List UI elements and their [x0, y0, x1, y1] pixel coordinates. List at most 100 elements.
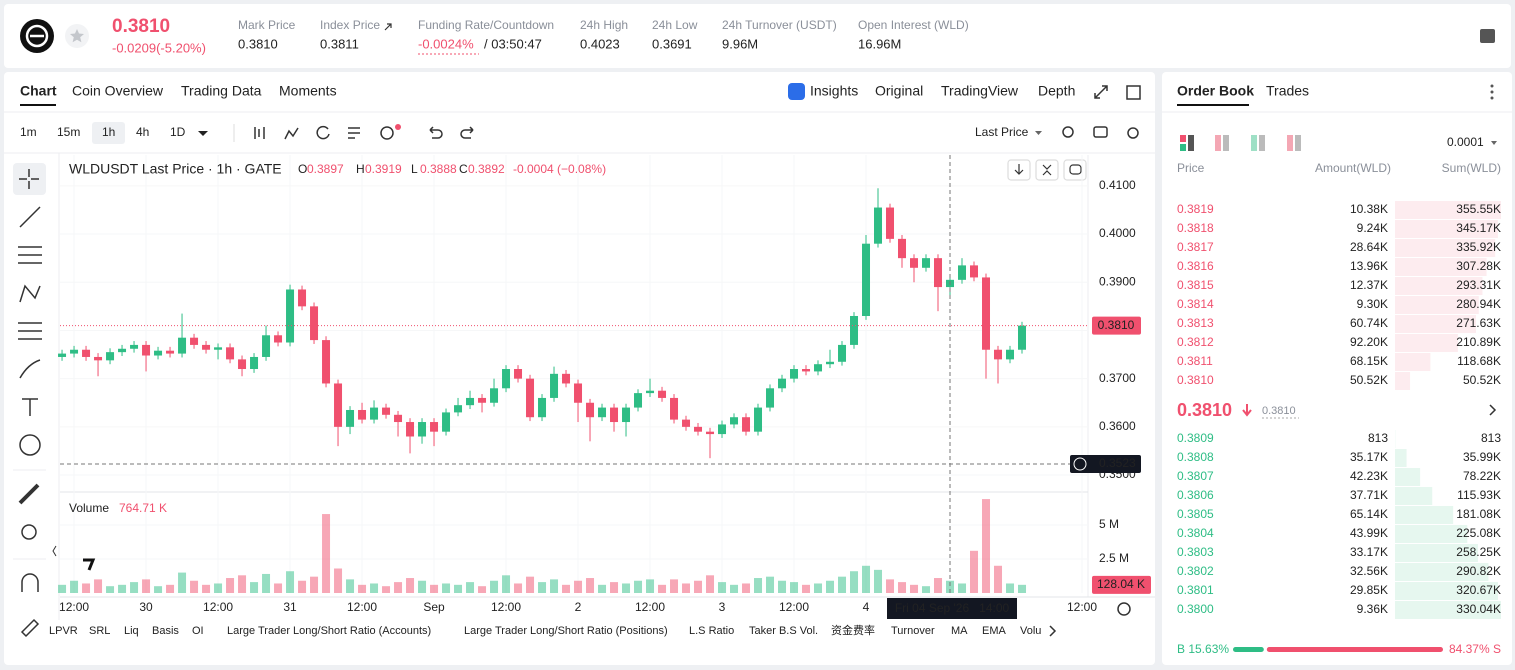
indicator[interactable]: Large Trader Long/Short Ratio (Accounts) [227, 625, 431, 637]
precision[interactable]: 0.0001 [1447, 135, 1484, 149]
text-tool[interactable] [22, 398, 38, 416]
undo-icon[interactable] [429, 126, 443, 139]
price-type[interactable]: Last Price [975, 125, 1029, 139]
replay-icon[interactable] [316, 125, 330, 140]
template-icon[interactable] [348, 127, 360, 139]
pattern-tool[interactable] [19, 284, 41, 303]
indicator[interactable]: Basis [152, 625, 179, 637]
orderbook-tab[interactable]: Trades [1266, 83, 1309, 99]
view-asks[interactable] [1215, 135, 1221, 151]
search-icon[interactable] [1062, 126, 1074, 138]
snapshot-icon[interactable] [1093, 126, 1108, 138]
candle-body [286, 289, 295, 343]
volume-bar [478, 586, 487, 593]
volume-bar [466, 582, 475, 593]
indicator[interactable]: L.S Ratio [689, 625, 734, 637]
candle-type-icon[interactable] [254, 127, 265, 139]
indicator[interactable]: SRL [89, 625, 110, 637]
interval[interactable]: 1h [102, 125, 115, 139]
volume-bar [286, 571, 295, 593]
indicator[interactable]: Volu [1020, 625, 1041, 637]
view-trades[interactable] [1287, 135, 1293, 151]
header-icon[interactable] [1480, 29, 1495, 43]
lock-tool[interactable] [20, 618, 40, 638]
candle-body [598, 407, 607, 418]
indicator[interactable]: OI [192, 625, 204, 637]
precision-arrow[interactable] [1491, 141, 1497, 145]
volume-bar [358, 584, 367, 593]
row-sum: 345.17K [1456, 221, 1501, 235]
orderbook-tab[interactable]: Order Book [1177, 83, 1254, 99]
zoom-tool[interactable] [21, 524, 37, 540]
row-price: 0.3806 [1177, 488, 1214, 502]
collapse-toolbar-arrow[interactable] [52, 545, 57, 557]
fullscreen-icon[interactable] [1094, 85, 1108, 99]
candle-body [430, 422, 439, 432]
indicators-more-arrow[interactable] [1049, 625, 1057, 637]
price-type-arrow[interactable] [1035, 131, 1042, 135]
index-price-link-icon[interactable] [384, 23, 392, 31]
add-icon[interactable] [380, 126, 394, 140]
interval[interactable]: 1m [20, 125, 37, 139]
axis-settings-icon[interactable] [1117, 602, 1131, 616]
stat-extra: / 03:50:47 [484, 36, 542, 51]
chart-tab[interactable]: Trading Data [181, 83, 262, 99]
indicator[interactable]: Liq [124, 625, 139, 637]
chart-tab[interactable]: Chart [20, 83, 57, 99]
view-both[interactable] [1180, 135, 1186, 142]
interval[interactable]: 4h [136, 125, 149, 139]
volume-bar [190, 580, 199, 593]
volume-bar [838, 576, 847, 593]
view-tab[interactable]: Insights [810, 83, 858, 99]
chart-tab[interactable]: Moments [279, 83, 337, 99]
row-price: 0.3804 [1177, 526, 1214, 540]
window-icon[interactable] [1126, 85, 1141, 100]
fib-tool[interactable] [18, 246, 42, 264]
collapse-button[interactable] [1035, 159, 1059, 181]
candle-body [106, 352, 115, 361]
view-tab[interactable]: Depth [1038, 83, 1075, 99]
indicator[interactable]: Large Trader Long/Short Ratio (Positions… [464, 625, 668, 637]
indicator[interactable]: Taker B.S Vol. [749, 625, 818, 637]
last-price-label: 0.3810 [1098, 318, 1135, 332]
view-bids[interactable] [1251, 135, 1257, 151]
candle-body [646, 390, 655, 394]
emoji-tool[interactable] [19, 434, 41, 456]
interval[interactable]: 1D [170, 125, 186, 139]
scroll-button[interactable] [1007, 159, 1031, 181]
ruler-tool[interactable] [18, 483, 40, 505]
crosshair-tool[interactable] [19, 169, 39, 189]
candle-body [910, 258, 919, 268]
mid-price-chevron[interactable] [1489, 404, 1497, 416]
candle-body [514, 369, 523, 379]
indicator[interactable]: 资金费率 [831, 623, 875, 637]
volume-bar [262, 573, 271, 593]
last-price-tag [1092, 316, 1141, 335]
orderbook-menu[interactable] [1490, 84, 1494, 100]
view-tab[interactable]: TradingView [941, 83, 1019, 99]
interval[interactable]: 15m [57, 125, 80, 139]
projection-tool[interactable] [18, 322, 42, 340]
candle-body [442, 412, 451, 432]
chart-tab[interactable]: Coin Overview [72, 83, 164, 99]
indicator-icon[interactable] [284, 127, 299, 140]
indicator[interactable]: MA [951, 625, 968, 637]
settings-icon[interactable] [1127, 127, 1139, 139]
sell-ratio-label: 84.37% S [1449, 642, 1501, 656]
indicator[interactable]: EMA [982, 625, 1007, 637]
row-amount: 13.96K [1350, 259, 1388, 273]
candle-body [166, 350, 175, 354]
indicator[interactable]: LPVR [49, 625, 78, 637]
refresh-button[interactable] [1063, 159, 1087, 181]
indicator[interactable]: Turnover [891, 625, 935, 637]
view-tab[interactable]: Original [875, 83, 923, 99]
brush-tool[interactable] [19, 359, 41, 379]
magnet-tool[interactable] [21, 573, 39, 592]
row-sum: 115.93K [1457, 488, 1501, 502]
row-price: 0.3805 [1177, 507, 1214, 521]
trend-line-tool[interactable] [19, 206, 41, 228]
candle-body [358, 409, 367, 420]
interval-dropdown-arrow[interactable] [198, 131, 208, 136]
candle-body [346, 409, 355, 427]
redo-icon[interactable] [460, 126, 474, 139]
